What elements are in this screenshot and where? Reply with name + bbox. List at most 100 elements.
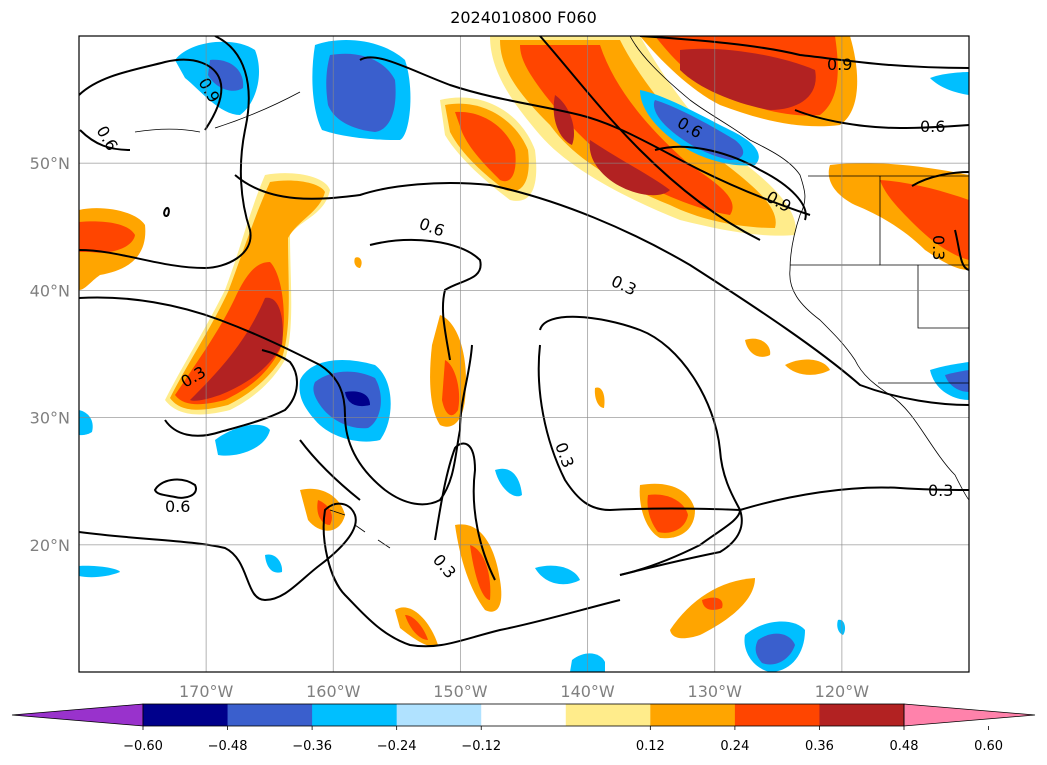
positive-small-5-red xyxy=(405,615,428,640)
colorbar-tick-labels: −0.60 −0.48 −0.36 −0.24 −0.12 0.12 0.24 0.36 0.4… xyxy=(123,726,1003,754)
colorbar-segment xyxy=(734,704,820,726)
positive-blob-152w-red xyxy=(442,360,460,416)
contour-label: 0.3 xyxy=(551,440,578,470)
colorbar-tick-label: −0.24 xyxy=(377,739,417,754)
shading-layer xyxy=(79,36,969,672)
colorbar-tick-label: 0.24 xyxy=(720,739,749,754)
island-aleutian-2 xyxy=(134,128,201,133)
gridlines xyxy=(79,36,969,672)
contour-14 xyxy=(739,486,969,511)
positive-band-gulf-red xyxy=(520,45,733,215)
contour-label: 0.6 xyxy=(165,497,190,516)
coastline-north-america xyxy=(629,36,969,501)
negative-small-7 xyxy=(930,72,969,95)
map-title: 2024010800 F060 xyxy=(450,8,597,27)
positive-small-7 xyxy=(785,359,830,375)
coastline-layer xyxy=(134,36,969,549)
contour-7 xyxy=(359,56,811,216)
contour-23 xyxy=(299,439,361,501)
colorbar-extend-low xyxy=(11,703,144,727)
contour-label: 0.3 xyxy=(929,235,948,260)
colorbar-frame xyxy=(142,703,905,727)
positive-blob-148w-red xyxy=(455,111,516,182)
longitude-label: 150°W xyxy=(433,682,488,701)
longitude-label: 170°W xyxy=(179,682,234,701)
contour-22 xyxy=(164,349,298,437)
positive-small-3-red xyxy=(647,494,688,533)
colorbar-segment xyxy=(227,704,313,726)
contour-6 xyxy=(369,239,482,361)
island-aleutian-1 xyxy=(214,91,301,129)
negative-small-1 xyxy=(215,424,270,456)
colorbar-segment xyxy=(396,704,482,726)
positive-west-streak-core xyxy=(190,297,283,401)
colorbar-tick-label: −0.60 xyxy=(123,739,163,754)
colorbar-segment xyxy=(819,704,905,726)
longitude-labels: 170°W 160°W 150°W 140°W 130°W 120°W xyxy=(179,682,869,701)
colorbar-extend-high xyxy=(903,703,1036,727)
contour-13 xyxy=(537,344,741,512)
colorbar-segment xyxy=(650,704,736,726)
negative-small-3 xyxy=(535,565,580,585)
negative-small-2 xyxy=(495,468,522,497)
colorbar-tick-label: −0.36 xyxy=(292,739,332,754)
colorbar-tick-label: 0.36 xyxy=(805,739,834,754)
contour-label: 0.6 xyxy=(920,117,945,136)
contour-10 xyxy=(639,36,969,69)
contour-8 xyxy=(539,36,761,241)
colorbar-tick-label: −0.48 xyxy=(208,739,248,754)
colorbar-segment xyxy=(143,704,229,726)
positive-small-4-red xyxy=(702,597,723,610)
contour-label: 0.9 xyxy=(827,55,852,74)
positive-bc-core xyxy=(680,48,816,110)
negative-aleutian-east xyxy=(326,53,396,132)
contour-2 xyxy=(79,129,131,151)
colorbar-tick-label: 0.12 xyxy=(636,739,665,754)
contour-18 xyxy=(163,206,170,218)
contour-15 xyxy=(79,502,621,648)
contour-layer xyxy=(79,36,969,648)
contour-3 xyxy=(79,36,252,270)
negative-mid xyxy=(313,371,381,429)
contour-4 xyxy=(79,296,473,506)
positive-small-2-red xyxy=(470,545,491,600)
colorbar-segment xyxy=(565,704,651,726)
colorbar-tick-label: 0.60 xyxy=(974,739,1003,754)
positive-band-gulf-core xyxy=(589,140,670,196)
negative-small-9 xyxy=(79,565,120,578)
contour-1 xyxy=(79,58,223,131)
colorbar xyxy=(11,703,1036,727)
longitude-label: 120°W xyxy=(815,682,870,701)
border-states-3 xyxy=(917,265,969,329)
contour-label: 0.3 xyxy=(429,550,460,582)
negative-small-8 xyxy=(79,410,93,436)
negative-small-10 xyxy=(265,554,283,573)
positive-far-west-red xyxy=(79,221,135,253)
positive-small-6 xyxy=(745,338,771,357)
contour-20 xyxy=(911,171,969,187)
colorbar-segment xyxy=(481,704,567,726)
contour-19 xyxy=(434,442,496,581)
map-frame xyxy=(78,35,970,673)
positive-small-9 xyxy=(354,257,362,268)
contour-21 xyxy=(954,229,969,271)
latitude-labels: 50°N 40°N 30°N 20°N xyxy=(30,154,70,555)
contour-label: 0.6 xyxy=(417,214,447,241)
contour-5 xyxy=(234,174,969,406)
negative-mid-core xyxy=(345,391,370,407)
contour-12 xyxy=(539,315,742,576)
contour-17 xyxy=(153,478,197,499)
contour-9 xyxy=(654,145,807,221)
negative-small-11 xyxy=(837,619,846,635)
positive-core-small xyxy=(553,95,575,145)
positive-small-8 xyxy=(594,387,605,408)
negative-bc-coast xyxy=(653,100,744,160)
longitude-label: 130°W xyxy=(688,682,743,701)
negative-small-6-core xyxy=(945,370,969,392)
colorbar-tick-label: 0.48 xyxy=(890,739,919,754)
hawaii-islands xyxy=(329,509,391,549)
contour-11 xyxy=(794,109,969,130)
latitude-label: 30°N xyxy=(30,409,70,428)
colorbar-tick-label: −0.12 xyxy=(461,739,501,754)
